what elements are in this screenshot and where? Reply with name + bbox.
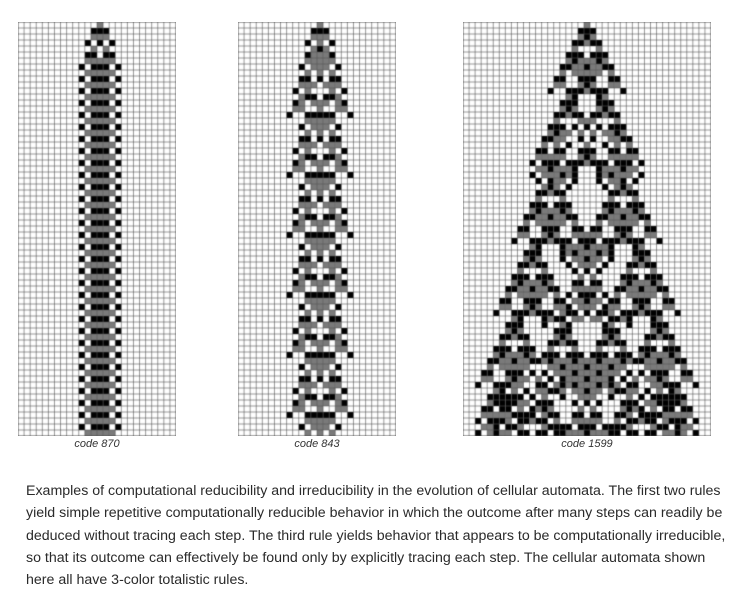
ca-panel-code-843: [238, 22, 396, 436]
ca-grid-code-843: [238, 22, 396, 436]
ca-grid-code-1599: [463, 22, 711, 436]
ca-grid-code-870: [18, 22, 176, 436]
panel-label-code-870: code 870: [74, 438, 120, 450]
ca-panel-code-870: [18, 22, 176, 436]
ca-panel-code-1599: [463, 22, 711, 436]
figure-caption: Examples of computational reducibility a…: [26, 483, 726, 589]
panel-label-code-1599: code 1599: [561, 438, 613, 450]
panel-label-code-843: code 843: [294, 438, 340, 450]
